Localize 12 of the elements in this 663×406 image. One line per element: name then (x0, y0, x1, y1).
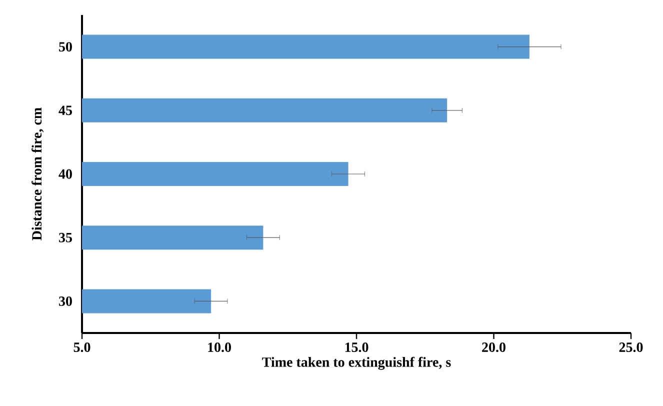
y-tick-label: 40 (58, 169, 72, 179)
y-tick-label: 30 (59, 296, 72, 306)
y-tick-label: 45 (58, 106, 72, 116)
y-tick-label: 35 (59, 232, 72, 242)
y-tick-label: 50 (59, 42, 72, 52)
x-tick-label: 20.0 (482, 342, 506, 352)
x-tick-label: 5.0 (74, 342, 90, 352)
y-axis-title: Distance from fire, cm (32, 108, 44, 240)
x-tick-label: 25.0 (619, 342, 643, 352)
x-tick-label: 15.0 (345, 342, 368, 352)
x-tick-label: 10.0 (208, 342, 231, 352)
x-axis-title: Time taken to extinguishf fire, s (262, 356, 451, 370)
